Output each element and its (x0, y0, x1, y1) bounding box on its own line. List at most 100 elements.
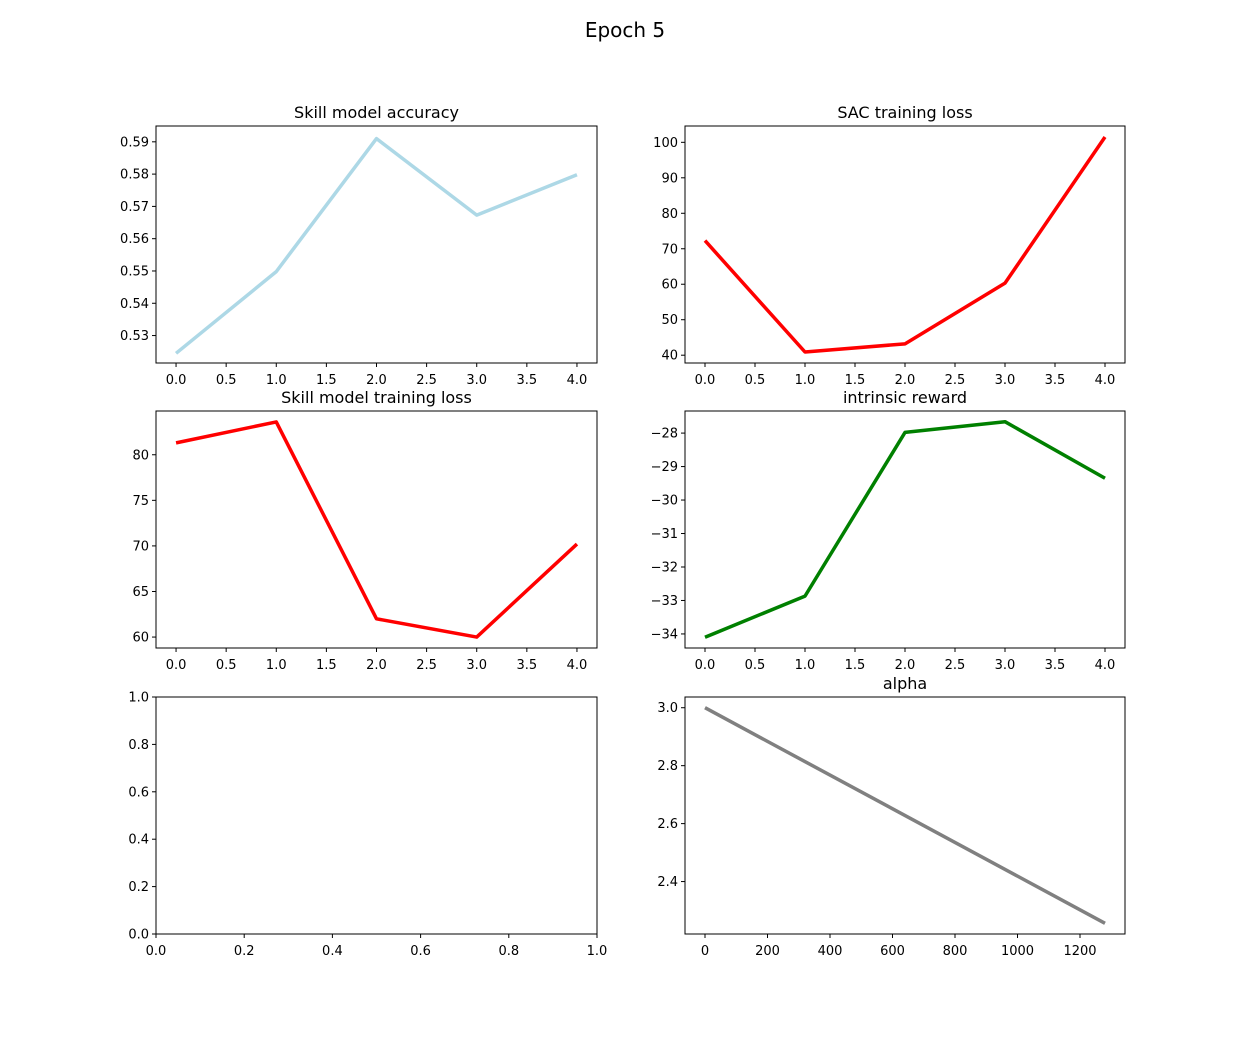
y-tick-label: 2.4 (657, 875, 678, 890)
x-tick-label: 2.0 (895, 658, 916, 673)
x-tick-label: 1.0 (266, 373, 287, 388)
y-tick-label: 0.6 (128, 785, 149, 800)
y-tick-label: −30 (651, 494, 678, 509)
series-line (704, 706, 1106, 925)
x-tick-label: 3.5 (516, 658, 537, 673)
y-tick-label: 0.55 (120, 264, 149, 279)
subplot-title: SAC training loss (837, 103, 972, 122)
y-tick-label: 50 (661, 313, 678, 328)
axes-frame (155, 696, 598, 935)
y-tick-label: −31 (651, 527, 678, 542)
subplot-5: 0.0 0.2 0.4 0.6 0.8 1.0 0.0 0.2 0.4 0.6 0.8 1.0 (128, 691, 607, 960)
subplot-title: alpha (883, 674, 927, 693)
x-tick-label: 3.5 (1045, 373, 1066, 388)
x-tick-label: 4.0 (1095, 658, 1116, 673)
x-tick-label: 0.4 (322, 944, 343, 959)
y-tick-label: 3.0 (657, 701, 678, 716)
subplot-2: 0.0 0.5 1.0 1.5 2.0 2.5 3.0 3.5 4.0 40 50 60 70 80 90 1… (653, 103, 1126, 388)
x-tick-label: 1.5 (316, 658, 337, 673)
x-tick-label: 400 (818, 944, 843, 959)
subplot-6: 0 200 400 600 800 1000 1200 2.4 2.6 2.8 3.0 alpha (657, 674, 1126, 959)
x-tick-label: 4.0 (1095, 373, 1116, 388)
x-tick-label: 3.0 (466, 658, 487, 673)
series-line (174, 136, 578, 355)
y-tick-label: 0.57 (120, 200, 149, 215)
axes-frame (684, 410, 1126, 649)
series-line (704, 419, 1106, 639)
x-tick-label: 200 (755, 944, 780, 959)
y-tick-label: 60 (661, 278, 678, 293)
x-tick-label: 4.0 (567, 658, 588, 673)
x-tick-label: 1.0 (795, 658, 816, 673)
x-tick-label: 1.5 (316, 373, 337, 388)
x-tick-label: 0.8 (498, 944, 519, 959)
y-tick-label: 0.2 (128, 880, 149, 895)
y-tick-label: −29 (651, 460, 678, 475)
y-tick-label: 0.53 (120, 329, 149, 344)
x-tick-label: 0.5 (745, 658, 766, 673)
axes-frame (155, 125, 598, 364)
x-tick-label: 3.5 (1045, 658, 1066, 673)
axes-frame (155, 410, 598, 649)
x-tick-label: 2.0 (366, 373, 387, 388)
y-tick-label: 0.4 (128, 833, 149, 848)
y-tick-label: 40 (661, 349, 678, 364)
x-tick-label: 4.0 (567, 373, 588, 388)
subplot-title: intrinsic reward (843, 388, 967, 407)
subplot-3: 0.0 0.5 1.0 1.5 2.0 2.5 3.0 3.5 4.0 60 65 70 75 80 Ski… (132, 388, 598, 673)
subplot-title: Skill model training loss (281, 388, 472, 407)
y-tick-label: 80 (661, 207, 678, 222)
x-tick-label: 0.0 (166, 658, 187, 673)
x-tick-label: 0.5 (216, 373, 237, 388)
x-tick-label: 3.0 (466, 373, 487, 388)
x-tick-label: 3.0 (995, 658, 1016, 673)
y-tick-label: 0.58 (120, 168, 149, 183)
y-tick-label: 2.6 (657, 817, 678, 832)
y-tick-label: −28 (651, 427, 678, 442)
axes-frame (684, 125, 1126, 364)
series-line (175, 420, 579, 639)
y-tick-label: 0.8 (128, 738, 149, 753)
subplot-1: 0.0 0.5 1.0 1.5 2.0 2.5 3.0 3.5 4.0 0.53 0.54 0.55 0… (120, 103, 598, 388)
x-tick-label: 2.5 (416, 658, 437, 673)
x-tick-label: 0.0 (695, 658, 716, 673)
x-tick-label: 0.5 (745, 373, 766, 388)
x-tick-label: 0.2 (234, 944, 255, 959)
x-tick-label: 1.5 (845, 658, 866, 673)
y-tick-label: 0.56 (120, 232, 149, 247)
x-tick-label: 0.0 (695, 373, 716, 388)
x-tick-label: 1.0 (587, 944, 608, 959)
x-tick-label: 1.0 (266, 658, 287, 673)
x-tick-label: 3.0 (995, 373, 1016, 388)
y-tick-label: −34 (651, 627, 678, 642)
x-tick-label: 0 (701, 944, 709, 959)
y-tick-label: 0.54 (120, 297, 149, 312)
x-tick-label: 2.5 (945, 373, 966, 388)
axes-frame (684, 696, 1126, 935)
series-line (703, 136, 1107, 354)
y-tick-label: 60 (132, 631, 149, 646)
subplots-grid: 0.0 0.5 1.0 1.5 2.0 2.5 3.0 3.5 4.00.530.540.550… (120, 103, 1126, 960)
x-tick-label: 0.5 (216, 658, 237, 673)
x-tick-label: 800 (943, 944, 968, 959)
x-tick-label: 2.0 (895, 373, 916, 388)
x-tick-label: 1000 (1001, 944, 1034, 959)
x-tick-label: 0.6 (410, 944, 431, 959)
x-tick-label: 2.5 (945, 658, 966, 673)
y-tick-label: 90 (661, 171, 678, 186)
y-tick-label: −33 (651, 594, 678, 609)
y-tick-label: 70 (661, 242, 678, 257)
x-tick-label: 600 (880, 944, 905, 959)
y-tick-label: 65 (132, 585, 149, 600)
y-tick-label: 0.0 (128, 928, 149, 943)
subplot-title: Skill model accuracy (294, 103, 459, 122)
figure-suptitle: Epoch 5 (585, 18, 665, 42)
y-tick-label: 80 (132, 448, 149, 463)
y-tick-label: −32 (651, 560, 678, 575)
x-tick-label: 2.5 (416, 373, 437, 388)
x-tick-label: 0.0 (146, 944, 167, 959)
y-tick-label: 70 (132, 539, 149, 554)
y-tick-label: 1.0 (128, 691, 149, 706)
y-tick-label: 75 (132, 494, 149, 509)
